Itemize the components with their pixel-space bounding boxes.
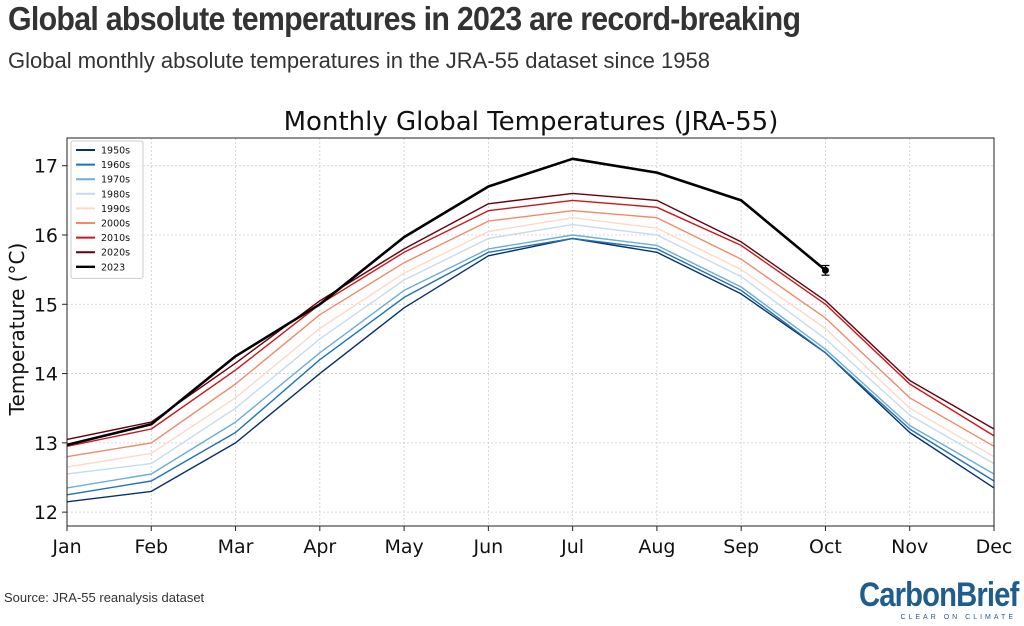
x-tick-label: May [384, 536, 423, 558]
x-tick-label: Aug [638, 536, 675, 558]
chart-title: Monthly Global Temperatures (JRA-55) [284, 107, 779, 137]
legend-label-2000s: 2000s [101, 219, 130, 230]
x-tick-label: Sep [723, 536, 759, 558]
x-tick-label: Jul [560, 536, 584, 558]
carbon-brief-logo: CarbonBrief CLEAR ON CLIMATE [848, 576, 1018, 624]
y-axis-ticks: 12 13 14 15 16 17 [34, 156, 67, 524]
source-note: Source: JRA-55 reanalysis dataset [4, 590, 205, 605]
legend-label-1990s: 1990s [101, 204, 130, 215]
temperature-chart: Monthly Global Temperatures (JRA-55) Tem… [5, 107, 1012, 558]
y-tick-label: 17 [34, 156, 58, 178]
legend-label-1980s: 1980s [101, 189, 130, 200]
headline: Global absolute temperatures in 2023 are… [8, 0, 801, 37]
x-tick-label: Jun [473, 536, 504, 558]
x-tick-label: Nov [891, 536, 928, 558]
subheadline: Global monthly absolute temperatures in … [8, 48, 710, 73]
series-line-2000s [66, 209, 995, 458]
series-line-1960s [66, 237, 995, 496]
series-line-2010s [66, 199, 995, 447]
x-tick-label: Mar [218, 536, 254, 558]
y-tick-label: 12 [34, 502, 58, 524]
legend-label-1960s: 1960s [101, 160, 130, 171]
series-line-1950s [66, 237, 995, 503]
x-tick-label: Feb [134, 536, 168, 558]
legend-label-2023: 2023 [101, 262, 125, 273]
plot-frame [66, 137, 995, 527]
x-tick-label: Oct [809, 536, 842, 558]
logo-wordmark: CarbonBrief [858, 576, 1018, 614]
legend-label-1950s: 1950s [101, 146, 130, 157]
legend-label-1970s: 1970s [101, 175, 130, 186]
y-tick-label: 14 [34, 364, 58, 386]
series-lines [66, 157, 995, 503]
y-axis-label: Temperature (°C) [5, 243, 29, 417]
legend-box [70, 140, 144, 279]
series-line-1980s [66, 223, 995, 475]
y-tick-label: 15 [34, 294, 58, 316]
error-point [821, 266, 829, 274]
error-bar-annotation [821, 264, 830, 276]
legend-label-2010s: 2010s [101, 233, 130, 244]
series-line-2020s [66, 192, 995, 441]
legend: 1950s 1960s 1970s 1980s 1990s 2000s 2010s 2020s… [70, 140, 144, 279]
logo-tagline: CLEAR ON CLIMATE [900, 614, 1016, 621]
x-tick-label: Dec [976, 536, 1013, 558]
chart-container: Monthly Global Temperatures (JRA-55) Tem… [0, 96, 1024, 566]
legend-label-2020s: 2020s [101, 248, 130, 259]
x-tick-label: Jan [51, 536, 81, 558]
series-line-1990s [66, 216, 995, 468]
y-tick-label: 16 [34, 225, 58, 247]
x-tick-label: Apr [303, 536, 336, 558]
x-axis-ticks: Jan Feb Mar Apr May Jun Jul Aug Sep Oct Nov Dec [51, 526, 1012, 558]
grid-lines [66, 138, 995, 526]
series-line-2023 [66, 157, 827, 447]
series-line-1970s [66, 234, 995, 489]
y-tick-label: 13 [34, 433, 58, 455]
